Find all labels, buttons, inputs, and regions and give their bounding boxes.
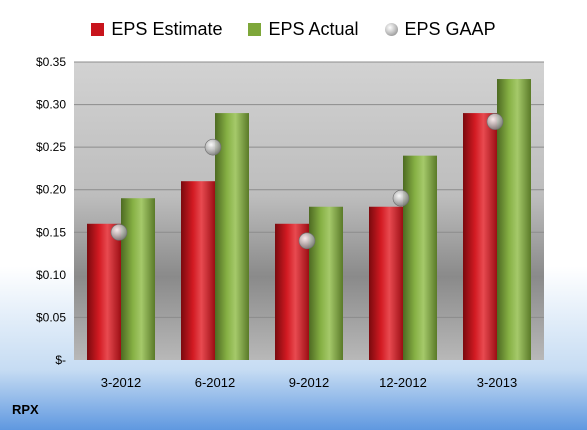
legend-swatch-estimate [91, 22, 105, 36]
legend-label-gaap: EPS GAAP [404, 18, 496, 39]
bar-actual [403, 155, 437, 360]
legend-label-estimate: EPS Estimate [111, 18, 223, 39]
y-tick-label: $0.05 [36, 310, 66, 324]
bar-layer [87, 79, 531, 361]
marker-gaap [392, 189, 410, 207]
x-tick-label: 3-2013 [477, 375, 517, 390]
marker-gaap [298, 232, 316, 250]
y-tick-label: $- [55, 353, 66, 367]
marker-gaap [486, 113, 504, 130]
legend: EPS Estimate EPS Actual EPS GAAP [0, 17, 587, 41]
legend-swatch-gaap [384, 22, 398, 36]
marker-layer [110, 113, 504, 250]
bar-estimate [463, 113, 497, 360]
x-tick-label: 3-2012 [101, 375, 141, 390]
bar-actual [215, 113, 249, 360]
x-tick-label: 6-2012 [195, 375, 235, 390]
bar-estimate [181, 181, 215, 360]
marker-gaap [204, 138, 222, 156]
y-tick-label: $0.15 [36, 225, 66, 239]
bar-actual [309, 206, 343, 360]
y-axis-labels: $- $0.05 $0.10 $0.15 $0.20 $0.25 $0.30 $0.35 [36, 55, 66, 367]
legend-label-actual: EPS Actual [268, 18, 359, 39]
bar-actual [121, 198, 155, 360]
y-tick-label: $0.30 [36, 98, 66, 112]
legend-swatch-actual [248, 22, 262, 36]
legend-item-actual: EPS Actual [248, 18, 359, 40]
y-tick-label: $0.10 [36, 268, 66, 282]
legend-item-gaap: EPS GAAP [384, 18, 496, 40]
ticker-label: RPX [12, 402, 39, 417]
y-tick-label: $0.25 [36, 140, 66, 154]
y-tick-label: $0.20 [36, 183, 66, 197]
x-tick-label: 9-2012 [289, 375, 329, 390]
x-axis-labels: 3-2012 6-2012 9-2012 12-2012 3-2013 [101, 375, 517, 390]
y-tick-label: $0.35 [36, 55, 66, 69]
marker-gaap [110, 223, 128, 241]
bar-actual [497, 79, 531, 361]
legend-item-estimate: EPS Estimate [91, 19, 222, 40]
bar-estimate [87, 223, 121, 360]
bar-estimate [369, 206, 403, 360]
x-tick-label: 12-2012 [379, 375, 427, 390]
